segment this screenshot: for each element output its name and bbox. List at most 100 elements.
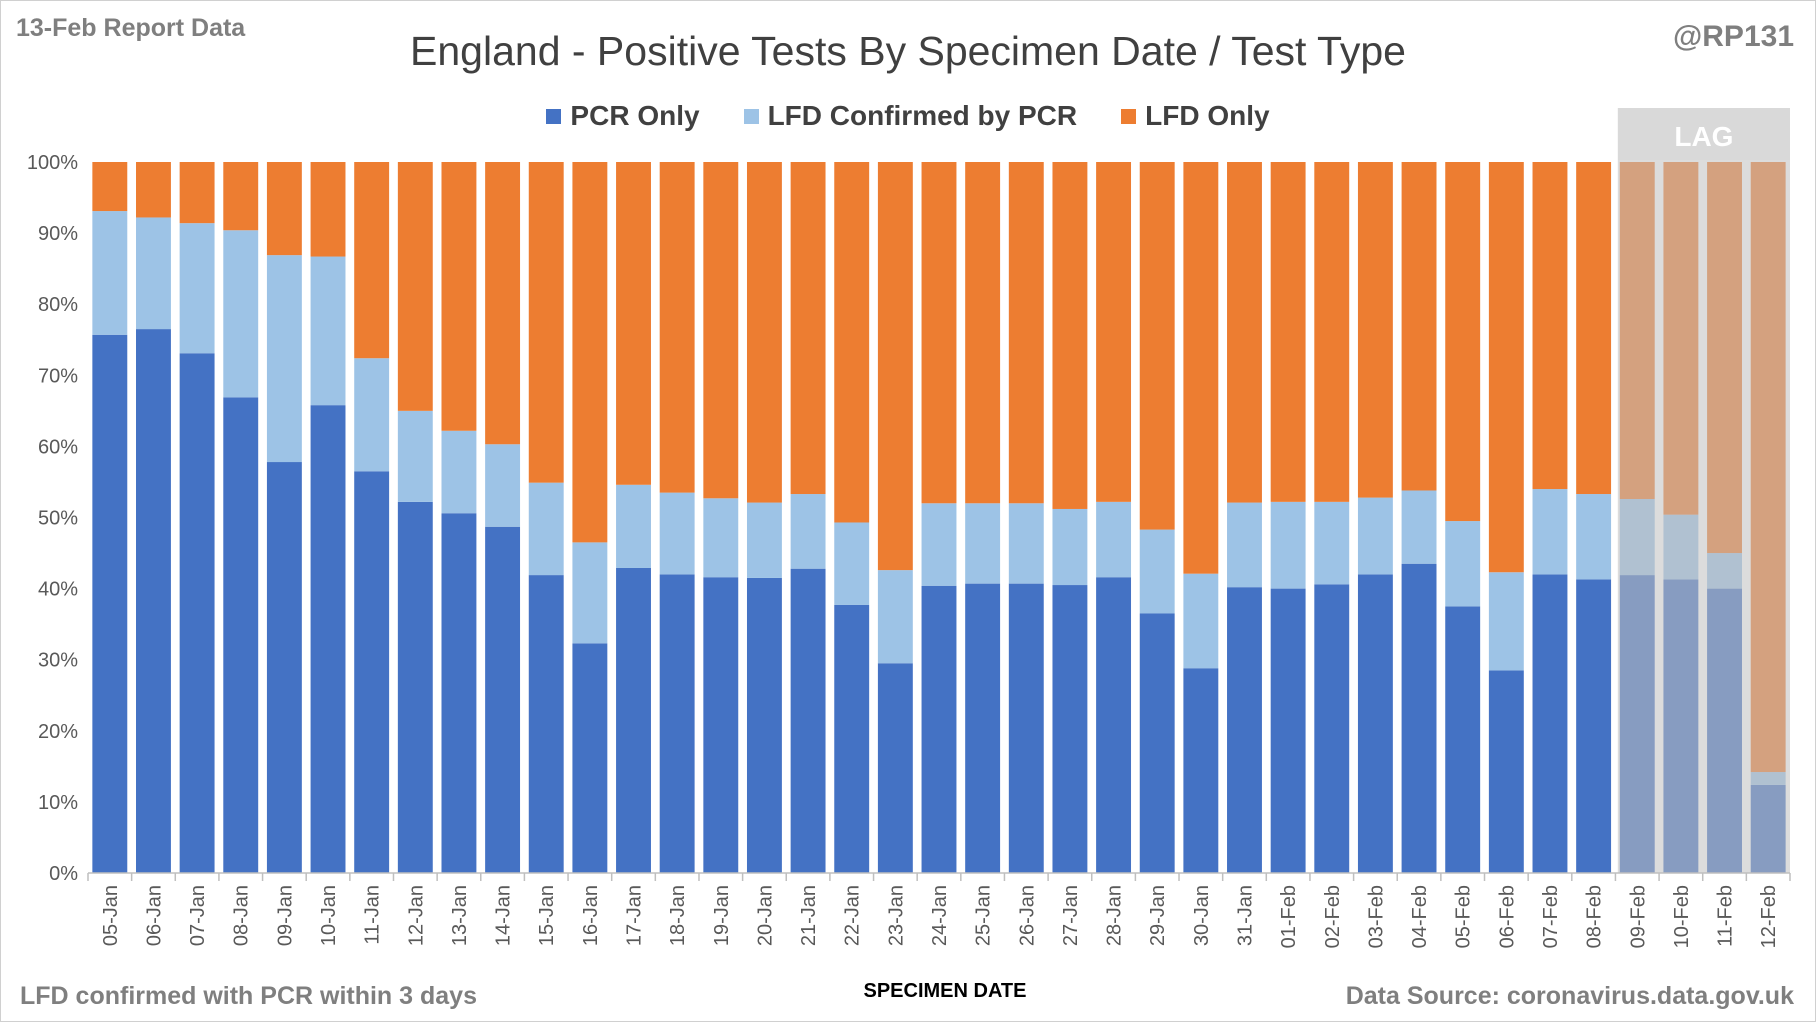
bar-segment-pcr-only bbox=[746, 577, 782, 873]
bar-segment-lfd-confirmed bbox=[485, 444, 521, 527]
bar-segment-lfd-only bbox=[528, 162, 564, 483]
y-tick-label: 40% bbox=[38, 579, 78, 601]
bar-segment-lfd-only bbox=[310, 162, 346, 257]
bar-segment-lfd-only bbox=[136, 162, 171, 218]
x-tick-label: 19-Jan bbox=[711, 885, 733, 946]
bar-segment-pcr-only bbox=[1052, 585, 1088, 873]
x-tick-label: 10-Feb bbox=[1671, 885, 1693, 948]
lag-label-box bbox=[1617, 108, 1790, 160]
bar-segment-pcr-only bbox=[223, 397, 259, 873]
legend-label-pcr-only: PCR Only bbox=[570, 100, 700, 131]
x-tick-label: 25-Jan bbox=[973, 885, 995, 946]
x-axis-title: SPECIMEN DATE bbox=[863, 980, 1027, 1002]
bar-segment-lfd-only bbox=[703, 162, 739, 499]
bar-segment-lfd-only bbox=[790, 162, 826, 495]
bar-segment-lfd-only bbox=[616, 162, 651, 485]
bar-segment-pcr-only bbox=[1576, 579, 1612, 873]
bar-segment-lfd-confirmed bbox=[1227, 502, 1262, 588]
bar-segment-pcr-only bbox=[136, 329, 171, 874]
bar-segment-pcr-only bbox=[572, 643, 608, 873]
bar-segment-lfd-only bbox=[1052, 162, 1088, 509]
bar-segment-lfd-confirmed bbox=[921, 503, 957, 586]
bar-segment-pcr-only bbox=[965, 583, 1001, 873]
bar-segment-lfd-confirmed bbox=[834, 522, 870, 605]
lag-overlay bbox=[1617, 160, 1790, 873]
bar-segment-pcr-only bbox=[1314, 584, 1350, 873]
bar-segment-lfd-only bbox=[877, 162, 913, 571]
y-tick-label: 30% bbox=[38, 650, 78, 672]
bar-segment-lfd-only bbox=[1532, 162, 1568, 490]
bar-segment-lfd-only bbox=[441, 162, 477, 431]
y-tick-label: 80% bbox=[38, 294, 78, 316]
bar-segment-pcr-only bbox=[397, 501, 433, 873]
bar-segment-lfd-confirmed bbox=[1401, 490, 1437, 564]
bar-segment-pcr-only bbox=[179, 353, 215, 873]
legend-label-lfd-only: LFD Only bbox=[1145, 100, 1270, 131]
legend-item-pcr-only: PCR Only bbox=[546, 100, 700, 132]
x-tick-label: 30-Jan bbox=[1191, 885, 1213, 946]
x-tick-label: 20-Jan bbox=[754, 885, 776, 946]
bar-segment-lfd-confirmed bbox=[746, 502, 782, 578]
bar-segment-lfd-only bbox=[1183, 162, 1219, 574]
bar-segment-lfd-confirmed bbox=[1008, 503, 1044, 584]
y-tick-label: 100% bbox=[27, 152, 78, 174]
x-tick-label: 12-Feb bbox=[1758, 885, 1780, 948]
x-tick-label: 02-Feb bbox=[1322, 885, 1344, 948]
bar-segment-lfd-confirmed bbox=[310, 256, 346, 406]
bar-segment-lfd-only bbox=[354, 162, 390, 359]
bar-segment-lfd-confirmed bbox=[1445, 521, 1481, 607]
x-tick-label: 16-Jan bbox=[580, 885, 602, 946]
bar-segment-lfd-confirmed bbox=[1576, 494, 1612, 580]
bar-segment-pcr-only bbox=[1488, 670, 1524, 873]
bar-segment-lfd-confirmed bbox=[441, 430, 477, 514]
bar-segment-pcr-only bbox=[1008, 583, 1044, 873]
legend-item-lfd-confirmed: LFD Confirmed by PCR bbox=[743, 100, 1078, 132]
bar-segment-lfd-confirmed bbox=[179, 223, 215, 354]
bar-segment-lfd-only bbox=[572, 162, 608, 543]
bar-segment-lfd-confirmed bbox=[397, 410, 433, 502]
bar-segment-lfd-only bbox=[1357, 162, 1393, 498]
x-tick-label: 21-Jan bbox=[798, 885, 820, 946]
bar-segment-lfd-only bbox=[1270, 162, 1306, 502]
x-tick-label: 28-Jan bbox=[1104, 885, 1126, 946]
bar-segment-lfd-confirmed bbox=[266, 255, 302, 463]
bar-segment-lfd-confirmed bbox=[1532, 489, 1568, 575]
x-tick-label: 08-Jan bbox=[231, 885, 253, 946]
bar-segment-pcr-only bbox=[485, 526, 521, 873]
y-tick-label: 50% bbox=[38, 508, 78, 530]
chart-title: England - Positive Tests By Specimen Dat… bbox=[410, 28, 1406, 74]
bar-segment-pcr-only bbox=[354, 471, 390, 873]
legend-swatch-lfd-only bbox=[1121, 108, 1137, 124]
bar-segment-lfd-confirmed bbox=[1139, 529, 1175, 614]
x-tick-label: 11-Feb bbox=[1715, 885, 1737, 947]
bar-segment-lfd-confirmed bbox=[1270, 501, 1306, 589]
bar-segment-lfd-only bbox=[223, 162, 259, 231]
bar-segment-lfd-only bbox=[1576, 162, 1612, 495]
chart-legend: PCR Only LFD Confirmed by PCR LFD Only bbox=[0, 100, 1816, 132]
bar-segment-lfd-confirmed bbox=[703, 498, 739, 578]
data-source: Data Source: coronavirus.data.gov.uk bbox=[1345, 982, 1794, 1010]
x-tick-label: 18-Jan bbox=[667, 885, 689, 946]
bar-segment-lfd-confirmed bbox=[1096, 501, 1132, 578]
bar-segment-lfd-only bbox=[1008, 162, 1044, 504]
bar-segment-lfd-only bbox=[965, 162, 1001, 504]
x-tick-label: 13-Jan bbox=[449, 885, 471, 946]
bar-segment-lfd-confirmed bbox=[877, 570, 913, 664]
x-tick-label: 04-Feb bbox=[1409, 885, 1431, 948]
bar-segment-lfd-confirmed bbox=[354, 358, 390, 472]
bar-segment-lfd-only bbox=[746, 162, 782, 503]
bar-segment-pcr-only bbox=[528, 575, 564, 873]
y-tick-label: 70% bbox=[38, 365, 78, 387]
x-tick-label: 05-Jan bbox=[100, 885, 122, 946]
bar-segment-lfd-only bbox=[1314, 162, 1350, 502]
legend-label-lfd-confirmed: LFD Confirmed by PCR bbox=[767, 100, 1078, 131]
bar-segment-pcr-only bbox=[616, 567, 651, 873]
bar-segment-lfd-confirmed bbox=[1183, 573, 1219, 669]
report-date-label: 13-Feb Report Data bbox=[16, 14, 246, 42]
x-tick-label: 09-Jan bbox=[274, 885, 296, 946]
bar-segment-pcr-only bbox=[659, 574, 695, 873]
x-tick-label: 27-Jan bbox=[1060, 885, 1082, 946]
bar-segment-lfd-only bbox=[1401, 162, 1437, 491]
bar-segment-lfd-confirmed bbox=[92, 211, 128, 335]
bar-segment-lfd-only bbox=[834, 162, 870, 523]
